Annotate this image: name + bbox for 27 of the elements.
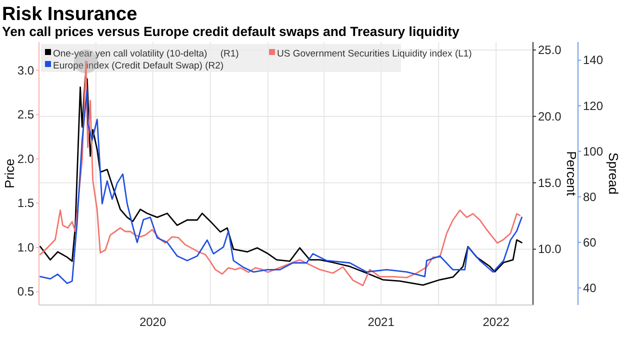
y-tick-label: 1.5 [17, 196, 34, 210]
y3-tick-label: 40 [583, 280, 597, 295]
chart-subtitle: Yen call prices versus Europe credit default swaps and Treasury liquidity [2, 24, 460, 39]
y-tick-label: 0.5 [17, 284, 34, 299]
x-tick-label: 2022 [482, 315, 510, 329]
legend-label: One-year yen call volatility (10-delta) (R1) [53, 48, 239, 60]
y2-tick-label: 25.0 [538, 42, 562, 57]
y3-tick-label: 60 [583, 235, 597, 250]
y-tick-label: 2.0 [17, 152, 34, 166]
y2-axis-title: Percent [564, 151, 579, 196]
legend-label: Europe index (Credit Default Swap) (R2) [53, 60, 224, 72]
legend-label: US Government Securities Liquidity index (L1) [277, 48, 472, 60]
y3-axis-title: Spread [606, 152, 620, 194]
y3-tick-label: 100 [583, 144, 604, 158]
x-tick-label: 2021 [368, 315, 395, 329]
y3-tick-label: 80 [583, 190, 597, 204]
y-tick-label: 2.5 [17, 108, 34, 122]
y-tick-label: 1.0 [17, 240, 34, 254]
y2-tick-label: 20.0 [538, 109, 562, 124]
y3-tick-label: 120 [583, 98, 604, 113]
x-tick-label: 2020 [139, 315, 166, 329]
y-axis-title: Price [2, 158, 17, 188]
y2-tick-label: 15.0 [538, 176, 562, 190]
y3-tick-label: 140 [583, 53, 604, 68]
y-tick-label: 3.0 [17, 63, 34, 78]
y2-tick-label: 10.0 [538, 242, 562, 256]
chart-title: Risk Insurance [2, 4, 138, 25]
